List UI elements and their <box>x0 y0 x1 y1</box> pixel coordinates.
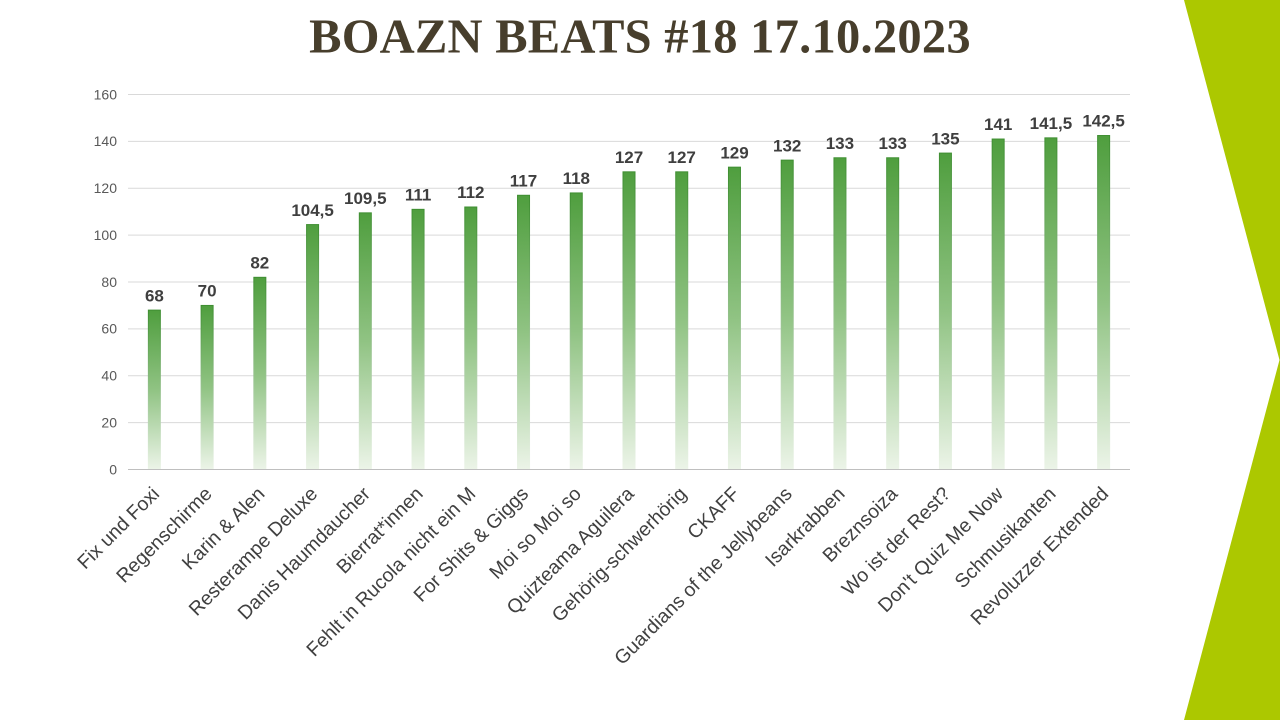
svg-text:20: 20 <box>101 414 117 430</box>
svg-text:82: 82 <box>250 254 269 273</box>
svg-text:104,5: 104,5 <box>291 201 334 220</box>
svg-text:112: 112 <box>457 183 484 202</box>
svg-text:BOAZN BEATS #18 17.10.2023: BOAZN BEATS #18 17.10.2023 <box>309 11 971 64</box>
svg-text:111: 111 <box>405 186 432 205</box>
svg-text:100: 100 <box>94 227 118 243</box>
svg-text:60: 60 <box>101 321 117 337</box>
svg-text:141,5: 141,5 <box>1030 114 1073 133</box>
svg-text:120: 120 <box>94 180 118 196</box>
svg-text:70: 70 <box>198 282 217 301</box>
svg-text:117: 117 <box>510 172 537 191</box>
svg-text:109,5: 109,5 <box>344 189 387 208</box>
svg-text:80: 80 <box>101 274 117 290</box>
svg-text:127: 127 <box>615 148 643 167</box>
svg-text:133: 133 <box>826 134 854 153</box>
svg-text:0: 0 <box>109 461 117 477</box>
svg-text:160: 160 <box>94 86 118 102</box>
svg-text:132: 132 <box>773 136 801 155</box>
svg-text:133: 133 <box>879 134 907 153</box>
svg-text:135: 135 <box>931 129 959 148</box>
svg-text:118: 118 <box>563 169 590 188</box>
svg-text:68: 68 <box>145 286 164 305</box>
svg-text:127: 127 <box>668 148 696 167</box>
svg-text:40: 40 <box>101 368 117 384</box>
svg-text:141: 141 <box>984 115 1012 134</box>
svg-text:142,5: 142,5 <box>1082 112 1125 131</box>
svg-text:140: 140 <box>94 133 118 149</box>
svg-text:129: 129 <box>720 143 748 162</box>
svg-text:Moi so Moi so: Moi so Moi so <box>485 483 586 584</box>
